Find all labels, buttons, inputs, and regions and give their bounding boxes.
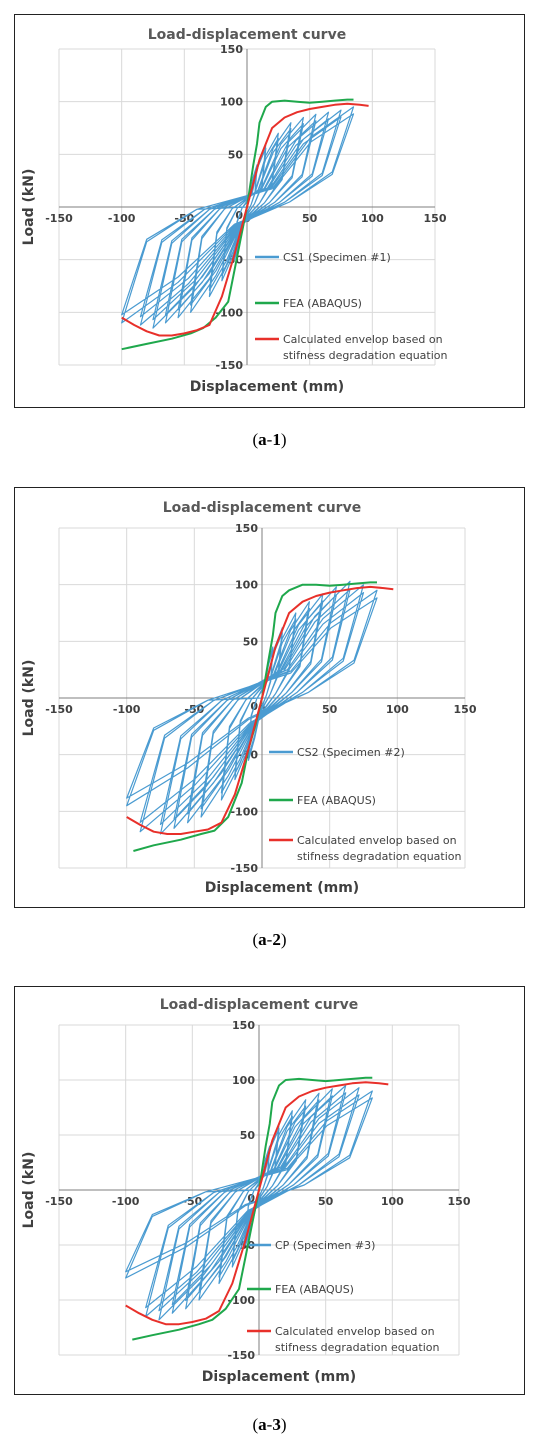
x-axis-label: Displacement (mm): [202, 1369, 356, 1385]
chart-panel-1: Load-displacement curve -150 -100 -50 0 50 100…: [14, 14, 525, 408]
figure-caption-2: (a-2): [252, 930, 287, 949]
x-tick-label: -100: [108, 212, 136, 225]
chart-svg-2: Load-displacement curve-150 -100 -50 0 50 100…: [21, 500, 477, 896]
legend-label: stifness degradation equation: [297, 850, 462, 863]
legend-label: Calculated envelop based on: [283, 333, 443, 346]
x-tick-label: 100: [386, 703, 409, 716]
x-axis-label: Displacement (mm): [190, 379, 344, 395]
caption-num-2: 2: [272, 930, 281, 949]
x-tick-label: 50: [322, 703, 338, 716]
figure-caption-1: (a-1): [252, 430, 287, 449]
y-axis-label: Load (kN): [21, 660, 37, 737]
x-tick-label: 100: [361, 212, 384, 225]
legend-label: FEA (ABAQUS): [283, 297, 362, 310]
caption-num-1: 1: [272, 430, 281, 449]
x-tick-label: -50: [184, 703, 204, 716]
series-line-experiment: [125, 1084, 373, 1321]
legend-label: FEA (ABAQUS): [275, 1283, 354, 1296]
y-tick-label: -100: [230, 805, 258, 818]
y-axis-label: Load (kN): [21, 169, 37, 246]
series-line-envelope: [125, 1081, 389, 1326]
x-tick-label: 50: [302, 212, 318, 225]
caption-letter-1: a: [258, 430, 267, 449]
legend-label: CP (Specimen #3): [275, 1239, 375, 1252]
y-tick-label: 100: [220, 96, 243, 109]
caption-letter-2: a: [258, 930, 267, 949]
y-axis-label: Load (kN): [21, 1152, 37, 1229]
series-line-experiment: [126, 580, 378, 835]
chart-svg-1: Load-displacement curve-150 -100 -50 0 50 100…: [21, 27, 448, 395]
x-axis-label: Displacement (mm): [205, 880, 359, 896]
y-tick-label: 150: [235, 522, 258, 535]
x-tick-label: -50: [174, 212, 194, 225]
legend-label: stifness degradation equation: [275, 1341, 440, 1354]
x-tick-label: 150: [454, 703, 477, 716]
y-tick-label: 50: [228, 148, 244, 161]
series-line-experiment: [121, 106, 355, 329]
x-tick-label: 150: [424, 212, 447, 225]
y-tick-label: 100: [232, 1074, 255, 1087]
x-tick-label: -150: [45, 212, 73, 225]
chart-panel-2: Load-displacement curve -150 -100 -50 0 50 100…: [14, 487, 525, 908]
x-tick-label: 50: [318, 1195, 334, 1208]
x-tick-label: -150: [45, 1195, 73, 1208]
y-tick-label: -150: [227, 1349, 255, 1362]
y-tick-label: 50: [243, 635, 259, 648]
series-line-fea: [133, 581, 377, 852]
chart-title: Load-displacement curve: [160, 997, 358, 1013]
x-tick-label: 100: [381, 1195, 404, 1208]
legend-label: stifness degradation equation: [283, 349, 448, 362]
y-tick-label: 150: [232, 1019, 255, 1032]
y-tick-label: 50: [240, 1129, 256, 1142]
legend-label: CS1 (Specimen #1): [283, 251, 391, 264]
series-line-envelope: [121, 102, 369, 337]
caption-letter-3: a: [258, 1415, 267, 1434]
series-line-fea: [132, 1076, 373, 1341]
y-tick-label: 150: [220, 43, 243, 56]
y-tick-label: -150: [230, 862, 258, 875]
caption-num-3: 3: [272, 1415, 281, 1434]
series-line-envelope: [126, 585, 394, 835]
legend-label: FEA (ABAQUS): [297, 794, 376, 807]
chart-svg-3: Load-displacement curve-150 -100 -50 0 50 100…: [21, 997, 471, 1385]
x-tick-label: -100: [112, 1195, 140, 1208]
x-tick-label: -100: [113, 703, 141, 716]
legend-label: Calculated envelop based on: [297, 834, 457, 847]
legend-label: Calculated envelop based on: [275, 1325, 435, 1338]
y-tick-label: 100: [235, 579, 258, 592]
x-tick-label: 150: [448, 1195, 471, 1208]
figure-caption-3: (a-3): [252, 1415, 287, 1434]
y-tick-label: -150: [215, 359, 243, 372]
chart-title: Load-displacement curve: [163, 500, 361, 516]
chart-title: Load-displacement curve: [148, 27, 346, 43]
legend-label: CS2 (Specimen #2): [297, 746, 405, 759]
chart-panel-3: Load-displacement curve -150 -100 -50 0 50 100…: [14, 986, 525, 1395]
x-tick-label: -150: [45, 703, 73, 716]
